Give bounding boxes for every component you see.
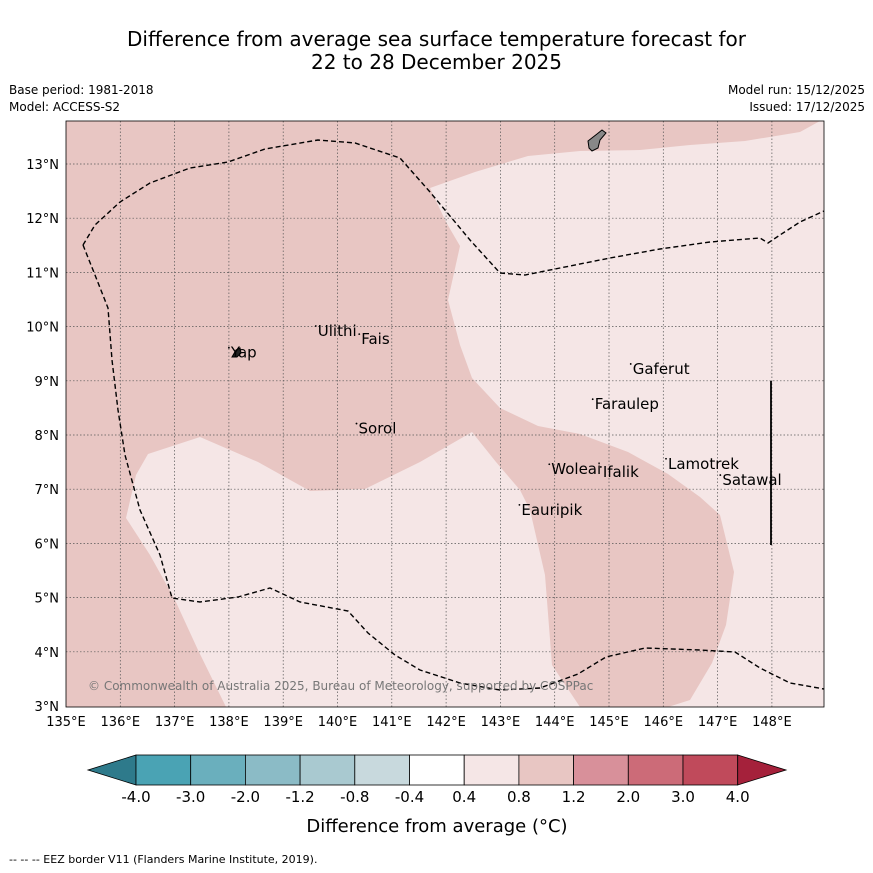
latitude-tick-label: 5°N (35, 592, 60, 607)
base-period: Base period: 1981-2018 (9, 83, 154, 97)
longitude-tick-label: 143°E (481, 715, 521, 730)
graticule (66, 121, 824, 707)
place-label-woleai: Woleai (551, 460, 601, 478)
longitude-tick-label: 146°E (644, 715, 684, 730)
colorbar-tick-label: -1.2 (285, 788, 314, 806)
eez-border-line (82, 244, 825, 691)
colorbar-tick-label: -0.4 (395, 788, 424, 806)
longitude-tick-label: 138°E (209, 715, 249, 730)
latitude-tick-label: 11°N (26, 266, 59, 281)
latitude-labels: 3°N 4°N 5°N 6°N 7°N 8°N 9°N 10°N 11°N 12°N 13°N (26, 158, 59, 715)
issued-date: Issued: 17/12/2025 (749, 100, 865, 114)
colorbar-bin (354, 754, 410, 786)
model-run: Model run: 15/12/2025 (727, 83, 865, 97)
place-label-gaferut: Gaferut (633, 360, 690, 378)
colorbar-bin (244, 754, 301, 786)
place-marker (548, 463, 551, 466)
latitude-tick-label: 9°N (35, 375, 60, 390)
longitude-labels: 135°E 136°E 137°E 138°E 139°E 140°E 141°E 142°E… (46, 715, 791, 730)
colorbar-tick-label: -0.8 (340, 788, 369, 806)
meta-right: Model run: 15/12/2025 Issued: 17/12/2025 (728, 82, 865, 116)
longitude-tick-label: 137°E (155, 715, 195, 730)
map-fill-layer (66, 121, 824, 707)
longitude-tick-label: 147°E (698, 715, 738, 730)
place-labels: Yap Ulithi Fais Sorol Gaferut Faraulep Woleai I… (228, 322, 782, 519)
colorbar-bin (463, 754, 520, 786)
place-label-eauripik: Eauripik (521, 501, 582, 519)
latitude-tick-label: 12°N (26, 212, 59, 227)
islands (231, 129, 607, 358)
longitude-tick-label: 148°E (752, 715, 792, 730)
place-marker (314, 325, 317, 327)
place-marker (719, 474, 722, 476)
longitude-tick-label: 139°E (263, 715, 303, 730)
colorbar-tick-label: -4.0 (121, 788, 150, 806)
place-label-ifalik: Ifalik (603, 463, 639, 481)
meta-left: Base period: 1981-2018 Model: ACCESS-S2 (9, 82, 154, 116)
chart-title: Difference from average sea surface temp… (0, 28, 873, 74)
place-marker (665, 457, 667, 460)
title-line-2: 22 to 28 December 2025 (310, 50, 562, 74)
latitude-tick-label: 7°N (35, 483, 60, 498)
colorbar-bin (409, 754, 465, 786)
colorbar-bin (573, 754, 629, 786)
longitude-tick-label: 145°E (589, 715, 629, 730)
colorbar-extend-high (737, 754, 788, 786)
title-line-1: Difference from average sea surface temp… (126, 27, 746, 51)
colorbar-extend-low (86, 754, 137, 786)
colorbar-tick-label: 4.0 (726, 788, 750, 806)
longitude-tick-label: 136°E (101, 715, 141, 730)
longitude-tick-label: 142°E (426, 715, 466, 730)
colorbar-title: Difference from average (°C) (306, 816, 567, 837)
latitude-tick-label: 13°N (26, 158, 59, 173)
place-label-faraulep: Faraulep (595, 395, 659, 413)
colorbar-bin (135, 754, 192, 786)
eez-footnote: -- -- -- EEZ border V11 (Flanders Marine… (9, 853, 318, 866)
latitude-tick-label: 3°N (35, 700, 60, 715)
guam-island-shape (587, 129, 607, 152)
latitude-tick-label: 4°N (35, 646, 60, 661)
place-label-yap: Yap (230, 344, 257, 362)
colorbar-bin (299, 754, 356, 786)
colorbar-tick-label: 3.0 (671, 788, 695, 806)
place-marker (355, 422, 358, 425)
anomaly-region-0.8-1.2-north (66, 121, 820, 707)
longitude-tick-label: 144°E (535, 715, 575, 730)
place-label-fais: Fais (361, 330, 390, 348)
longitude-tick-label: 140°E (318, 715, 358, 730)
colorbar-bin (682, 754, 739, 786)
eez-borders (82, 139, 825, 691)
colorbar-tick-label: -3.0 (176, 788, 205, 806)
latitude-tick-label: 6°N (35, 537, 60, 552)
model-name: Model: ACCESS-S2 (9, 100, 121, 114)
longitude-tick-label: 141°E (372, 715, 412, 730)
place-marker (228, 346, 230, 349)
map-frame (65, 120, 825, 708)
colorbar-tick-label: 2.0 (616, 788, 640, 806)
copyright-notice: © Commonwealth of Australia 2025, Bureau… (88, 679, 593, 693)
colorbar-tick-label: 0.4 (452, 788, 476, 806)
longitude-tick-label: 135°E (46, 715, 86, 730)
colorbar-bin (190, 754, 246, 786)
yap-island-shape (231, 347, 242, 358)
place-marker (358, 333, 361, 336)
colorbar-bin (627, 754, 684, 786)
place-marker (629, 363, 632, 365)
place-label-lamotrek: Lamotrek (668, 455, 739, 473)
colorbar-tick-label: 1.2 (562, 788, 586, 806)
place-label-satawal: Satawal (722, 471, 781, 489)
place-label-ulithi: Ulithi (318, 322, 357, 340)
place-marker (599, 466, 602, 468)
latitude-tick-label: 8°N (35, 429, 60, 444)
latitude-tick-label: 10°N (26, 321, 59, 336)
place-label-sorol: Sorol (359, 420, 397, 438)
colorbar-tick-label: -2.0 (231, 788, 260, 806)
eez-border-line (82, 139, 825, 276)
colorbar-bin (518, 754, 575, 786)
place-marker (591, 398, 594, 401)
colorbar-legend: -4.0 -3.0 -2.0 -1.2 -0.8 -0.4 0.4 0.8 1.2 2.0 3.0 4… (86, 754, 788, 806)
place-marker (518, 503, 521, 506)
colorbar-tick-label: 0.8 (507, 788, 531, 806)
